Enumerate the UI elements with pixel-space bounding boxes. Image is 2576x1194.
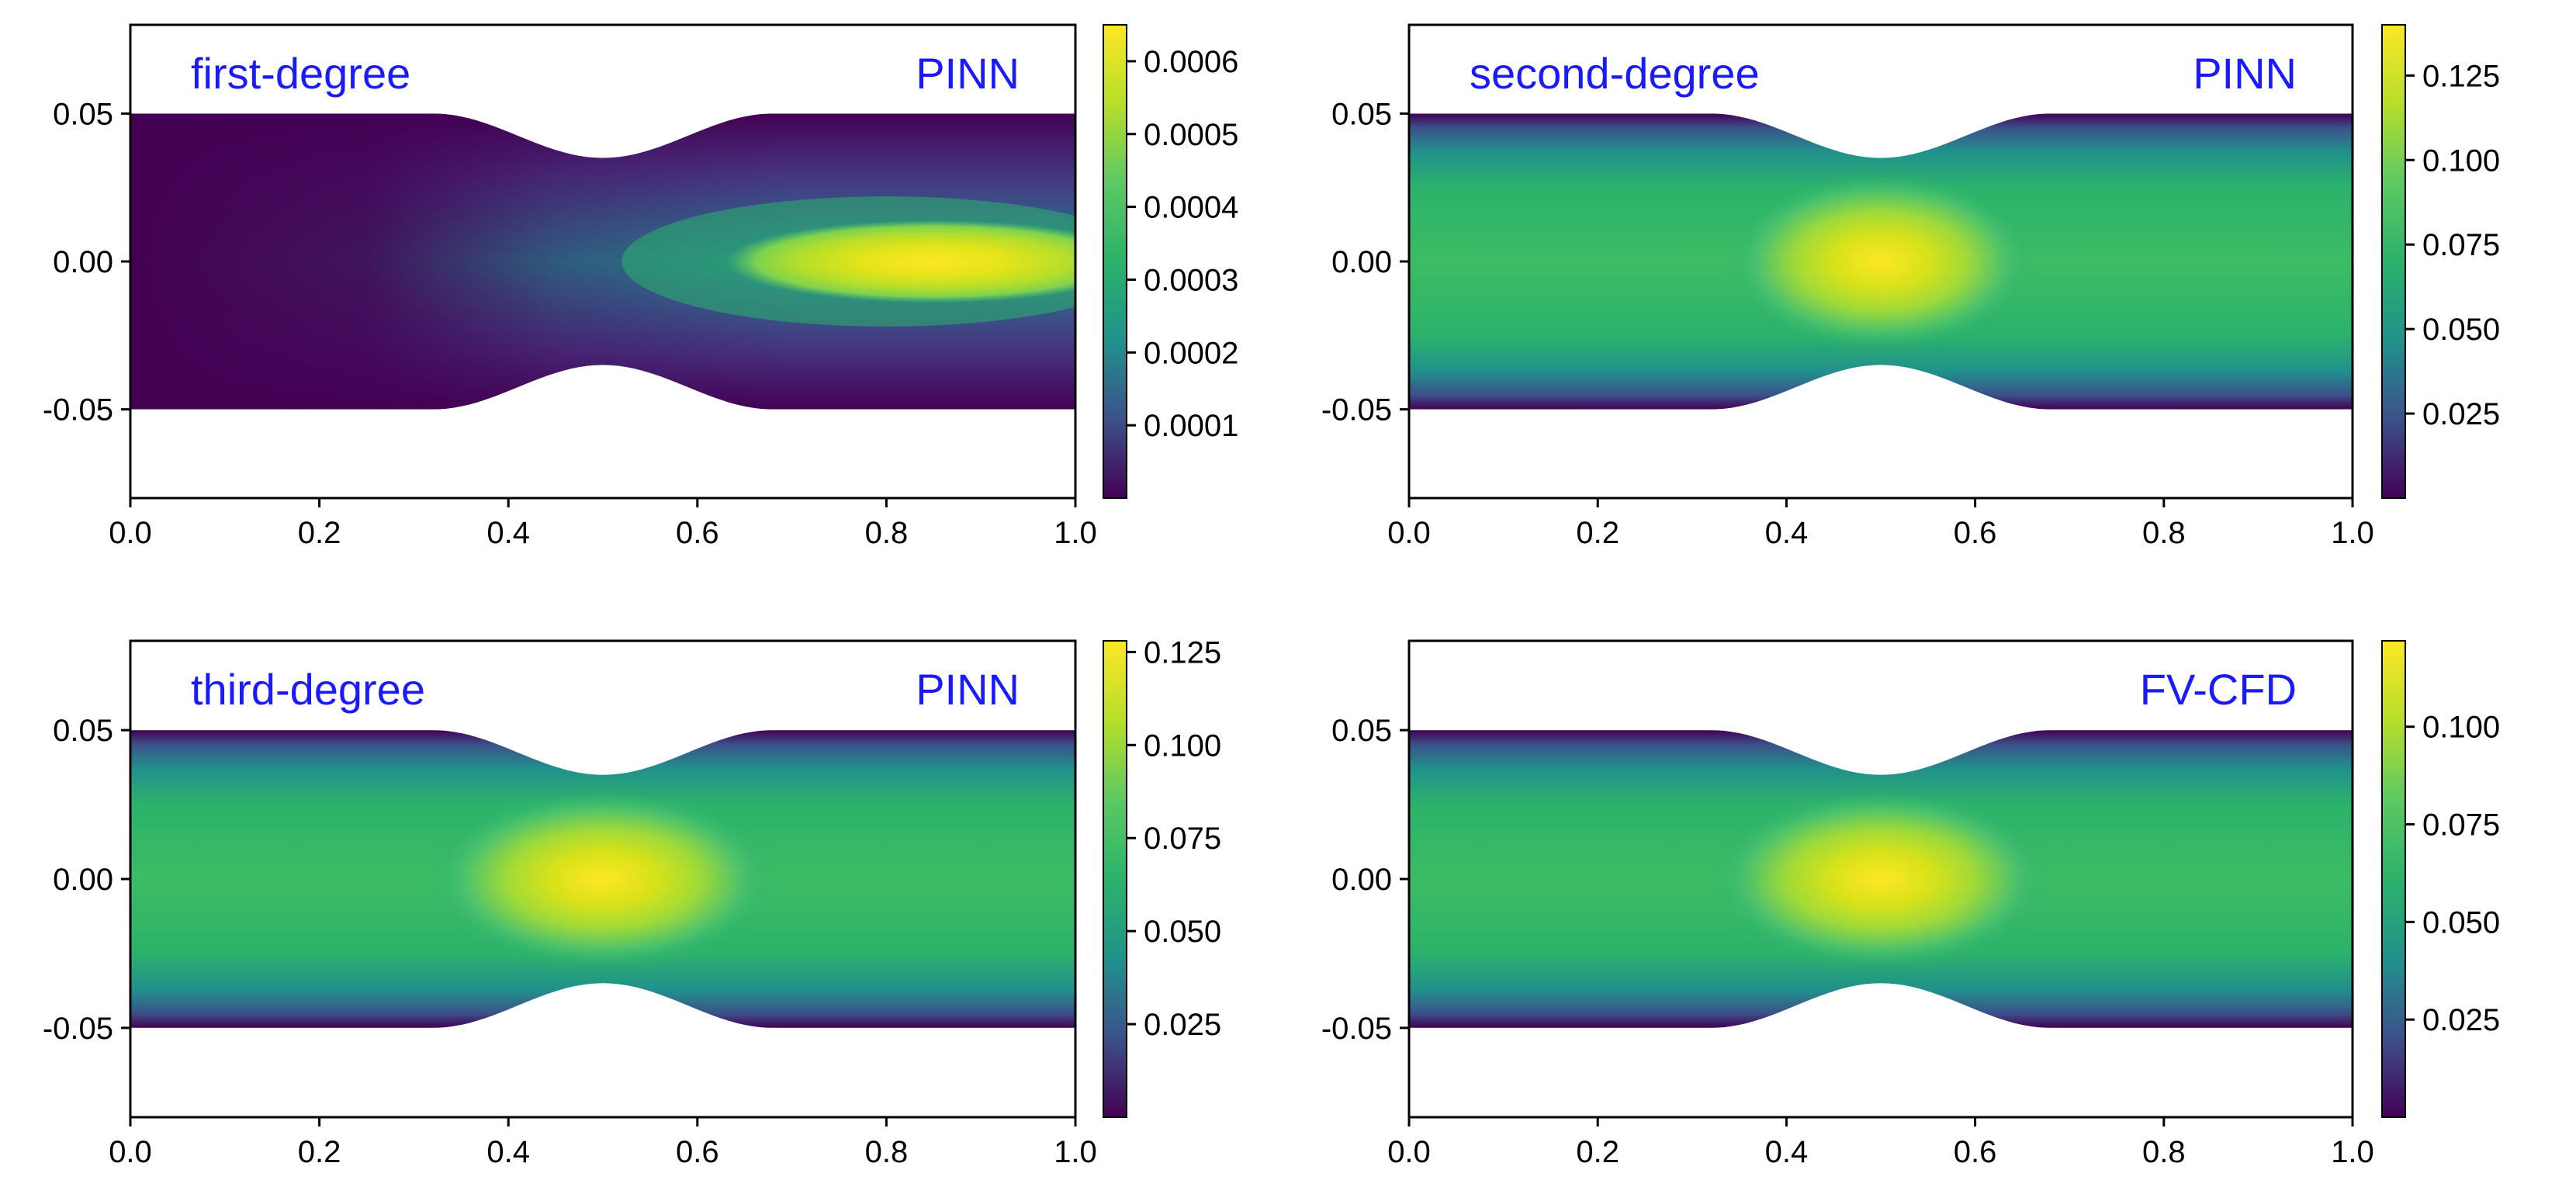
method-label: second-degree: [1470, 49, 1760, 98]
field-peak: [1711, 789, 2051, 969]
x-tick-label: 0.0: [109, 1135, 152, 1169]
field-peak: [725, 220, 1075, 303]
velocity-field: [130, 730, 1075, 1028]
colorbar: 0.0001 0.0002 0.0003 0.0004 0.0005 0.0006: [1103, 24, 1238, 499]
y-tick-label: -0.05: [1321, 1012, 1392, 1046]
x-tick-label: 0.8: [2142, 516, 2186, 550]
colorbar-tick-label: 0.100: [2422, 144, 2500, 178]
colorbar-tick-label: 0.0003: [1144, 263, 1238, 297]
panel-1: 0.0 0.2 0.4 0.6 0.8 1.0 0.05 0.00 -0.05 first-deg…: [43, 23, 1238, 550]
y-tick-label: 0.00: [53, 245, 113, 279]
method-label: first-degree: [191, 49, 410, 98]
y-tick-label: 0.05: [1331, 714, 1392, 748]
method-label: third-degree: [191, 665, 425, 714]
colorbar-tick-label: 0.100: [2422, 711, 2500, 745]
colorbar-tick-label: 0.0005: [1144, 118, 1238, 152]
x-tick-label: 1.0: [1054, 1135, 1097, 1169]
colorbar: 0.025 0.050 0.075 0.100 0.125: [1103, 635, 1221, 1118]
velocity-field: [1409, 113, 2353, 410]
colorbar-tick-label: 0.050: [1144, 915, 1221, 949]
y-tick-label: -0.05: [1321, 393, 1392, 427]
model-label: PINN: [916, 49, 1020, 98]
y-tick-label: 0.00: [53, 863, 113, 897]
y-tick-label: -0.05: [43, 393, 113, 427]
colorbar-tick-label: 0.0002: [1144, 336, 1238, 370]
colorbar-tick-label: 0.025: [2422, 1003, 2500, 1037]
x-tick-label: 0.8: [865, 1135, 909, 1169]
colorbar-tick-label: 0.075: [2422, 228, 2500, 262]
colorbar-tick-label: 0.025: [2422, 397, 2500, 431]
x-tick-label: 1.0: [2331, 516, 2374, 550]
field-peak: [428, 789, 778, 969]
y-tick-label: 0.00: [1331, 245, 1392, 279]
colorbar-tick-label: 0.075: [1144, 822, 1221, 856]
colorbar: 0.025 0.050 0.075 0.100: [2381, 640, 2500, 1118]
x-tick-label: 0.2: [298, 1135, 341, 1169]
field-peak: [1725, 172, 2037, 351]
y-tick-label: -0.05: [43, 1012, 113, 1046]
x-tick-label: 0.4: [1765, 1135, 1809, 1169]
x-tick-label: 0.4: [486, 516, 530, 550]
x-tick-label: 0.8: [865, 516, 909, 550]
model-label: FV-CFD: [2140, 665, 2297, 714]
y-tick-label: 0.05: [1331, 97, 1392, 131]
model-label: PINN: [2193, 49, 2297, 98]
colorbar-tick-label: 0.0006: [1144, 45, 1238, 79]
colorbar: 0.025 0.050 0.075 0.100 0.125: [2381, 24, 2500, 499]
colorbar-tick-label: 0.125: [1144, 635, 1221, 670]
colorbar-tick-label: 0.0004: [1144, 191, 1238, 225]
y-tick-label: 0.05: [53, 714, 113, 748]
x-tick-label: 0.8: [2142, 1135, 2186, 1169]
model-label: PINN: [916, 665, 1020, 714]
colorbar-tick-label: 0.075: [2422, 808, 2500, 843]
panel-2: 0.0 0.2 0.4 0.6 0.8 1.0 0.05 0.00 -0.05 second-de…: [1321, 23, 2500, 550]
y-tick-label: 0.05: [53, 97, 113, 131]
x-tick-label: 1.0: [2331, 1135, 2374, 1169]
x-tick-label: 0.2: [1576, 1135, 1619, 1169]
x-tick-label: 0.0: [1387, 1135, 1431, 1169]
x-tick-label: 0.6: [1954, 1135, 1997, 1169]
panel-3: 0.0 0.2 0.4 0.6 0.8 1.0 0.05 0.00 -0.05 third-deg…: [43, 635, 1221, 1169]
x-tick-label: 0.6: [676, 1135, 719, 1169]
x-tick-label: 0.4: [486, 1135, 530, 1169]
velocity-field: [1409, 730, 2353, 1028]
velocity-field: [130, 113, 1075, 410]
x-tick-label: 0.6: [1954, 516, 1997, 550]
panel-4: 0.0 0.2 0.4 0.6 0.8 1.0 0.05 0.00 -0.05 FV-CFD 0.0…: [1321, 639, 2500, 1169]
x-tick-label: 0.4: [1765, 516, 1809, 550]
colorbar-tick-label: 0.025: [1144, 1008, 1221, 1042]
y-tick-label: 0.00: [1331, 863, 1392, 897]
colorbar-tick-label: 0.125: [2422, 59, 2500, 93]
x-tick-label: 1.0: [1054, 516, 1097, 550]
colorbar-tick-label: 0.050: [2422, 905, 2500, 940]
x-tick-label: 0.0: [109, 516, 152, 550]
colorbar-tick-label: 0.100: [1144, 729, 1221, 763]
colorbar-tick-label: 0.0001: [1144, 409, 1238, 443]
colorbar-tick-label: 0.050: [2422, 313, 2500, 347]
x-tick-label: 0.2: [298, 516, 341, 550]
x-tick-label: 0.0: [1387, 516, 1431, 550]
x-tick-label: 0.2: [1576, 516, 1619, 550]
x-tick-label: 0.6: [676, 516, 719, 550]
